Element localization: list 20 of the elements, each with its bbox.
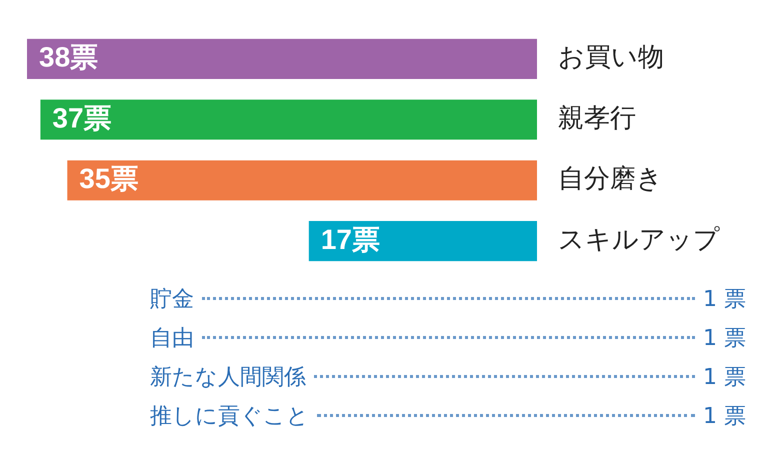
- category-label: 貯金: [150, 286, 194, 314]
- category-label: 推しに貢ぐこと: [150, 403, 309, 431]
- data-label: 1 票: [703, 286, 746, 314]
- y-tick-label: 自分磨き: [558, 164, 663, 194]
- y-tick-label: 親孝行: [558, 103, 636, 134]
- data-label: 38票: [39, 42, 98, 73]
- data-label: 37票: [52, 102, 112, 134]
- bar: [40, 100, 537, 140]
- category-label: 自由: [150, 325, 194, 353]
- data-label: 1 票: [703, 364, 746, 392]
- y-tick-label: お買い物: [558, 42, 664, 73]
- y-tick-label: スキルアップ: [558, 224, 720, 255]
- bar: [27, 38, 537, 79]
- data-label: 1 票: [703, 325, 746, 353]
- category-label: 新たな人間関係: [150, 364, 306, 392]
- bar: [308, 221, 537, 262]
- data-label: 1 票: [703, 403, 746, 431]
- bar: [67, 160, 537, 200]
- data-label: 17票: [320, 224, 380, 255]
- data-label: 35票: [79, 163, 138, 194]
